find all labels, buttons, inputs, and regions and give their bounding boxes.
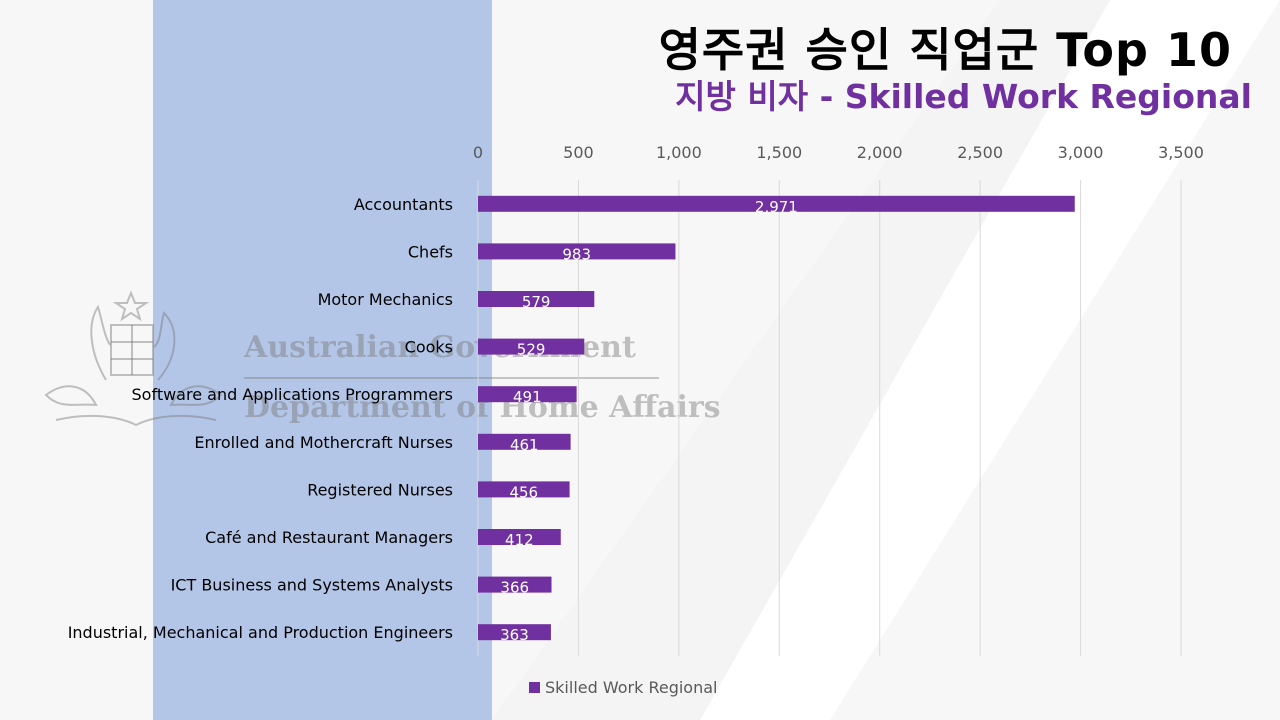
page-subtitle: 지방 비자 - Skilled Work Regional [675, 77, 1252, 116]
data-labels: 2,971 983 579 529 491 461 456 412 366 363 [500, 198, 798, 644]
bars [478, 195, 1075, 641]
category-label-5: Enrolled and Mothercraft Nurses [194, 433, 453, 452]
category-label-7: Café and Restaurant Managers [205, 528, 453, 547]
x-tick-label-3500: 3,500 [1158, 143, 1204, 162]
x-tick-label-3000: 3,000 [1058, 143, 1104, 162]
watermark-divider [244, 377, 659, 379]
light-diagonal-stripe [492, 0, 1110, 720]
gridlines [477, 180, 1182, 656]
data-label-2: 579 [522, 293, 551, 311]
data-label-1: 983 [562, 245, 591, 263]
data-label-5: 461 [510, 436, 539, 454]
legend-swatch [529, 682, 540, 693]
legend-label: Skilled Work Regional [545, 678, 717, 697]
bar-7 [478, 529, 561, 545]
x-axis-ticks: 0 500 1,000 1,500 2,000 2,500 3,000 3,500 [473, 143, 1204, 162]
x-tick-label-1500: 1,500 [756, 143, 802, 162]
x-tick-label-2500: 2,500 [957, 143, 1003, 162]
legend: Skilled Work Regional [529, 678, 717, 697]
bar-2 [478, 291, 595, 307]
category-label-4: Software and Applications Programmers [132, 385, 453, 404]
x-tick-label-2000: 2,000 [857, 143, 903, 162]
bar-5 [478, 433, 571, 450]
blue-side-panel [153, 0, 492, 720]
category-label-3: Cooks [405, 338, 453, 357]
category-label-8: ICT Business and Systems Analysts [171, 576, 453, 595]
category-label-2: Motor Mechanics [318, 290, 453, 309]
bar-0 [478, 195, 1075, 212]
data-label-8: 366 [500, 579, 529, 597]
bar-1 [478, 243, 676, 260]
x-tick-label-0: 0 [473, 143, 483, 162]
data-label-0: 2,971 [755, 198, 798, 216]
category-label-6: Registered Nurses [307, 480, 453, 499]
white-diagonal-stripe [700, 0, 1280, 720]
x-tick-label-500: 500 [563, 143, 594, 162]
category-label-1: Chefs [408, 242, 453, 261]
data-label-6: 456 [509, 483, 538, 501]
coat-of-arms-icon [44, 290, 223, 427]
data-label-3: 529 [517, 341, 546, 359]
bar-3 [478, 338, 585, 355]
bar-4 [478, 386, 577, 403]
category-label-0: Accountants [354, 195, 453, 214]
x-tick-label-1000: 1,000 [656, 143, 702, 162]
data-label-9: 363 [500, 626, 529, 644]
bar-8 [478, 576, 552, 593]
category-labels: Accountants Chefs Motor Mechanics Cooks Soft… [68, 195, 453, 642]
data-label-4: 491 [513, 388, 542, 406]
page-title: 영주권 승인 직업군 Top 10 [658, 23, 1232, 77]
data-label-7: 412 [505, 531, 534, 549]
bar-6 [478, 481, 570, 498]
bar-9 [478, 624, 551, 641]
category-label-9: Industrial, Mechanical and Production En… [68, 623, 453, 642]
